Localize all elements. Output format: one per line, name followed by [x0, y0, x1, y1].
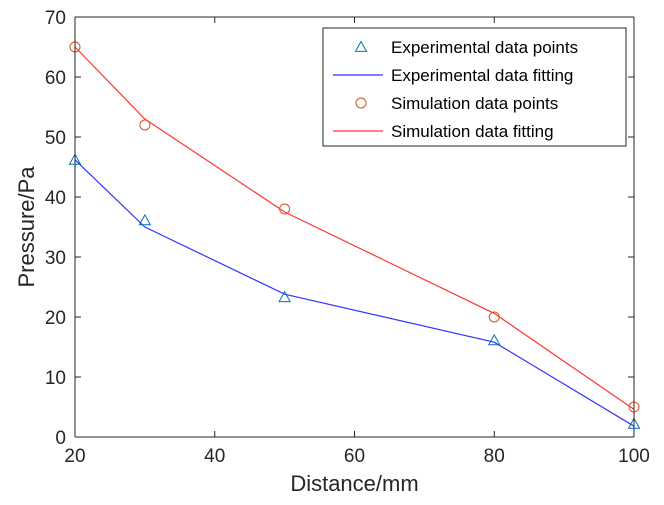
x-tick-label: 60: [344, 446, 365, 467]
legend-box: [322, 27, 627, 147]
simulation-data-point: [279, 203, 291, 215]
legend-label: Experimental data points: [391, 38, 578, 57]
legend-marker: [354, 40, 368, 52]
experimental-data-point: [138, 213, 152, 226]
y-tick-label: 50: [45, 128, 66, 149]
y-tick-label: 0: [55, 428, 66, 449]
legend-label: Experimental data fitting: [391, 66, 573, 85]
y-tick-label: 30: [45, 248, 66, 269]
legend-label: Simulation data points: [391, 94, 558, 113]
simulation-data-point: [488, 311, 500, 323]
series-line: [74, 159, 635, 427]
x-tick-label: 40: [204, 446, 225, 467]
experimental-data-point: [487, 333, 501, 346]
legend-label: Simulation data fitting: [391, 122, 554, 141]
x-tick-label: 100: [618, 446, 650, 467]
x-tick-label: 80: [484, 446, 505, 467]
y-tick-label: 60: [45, 68, 66, 89]
series-line: [74, 46, 635, 410]
axes-layer: 20 40 60 80 100 0 10 20 30 40 50 60 70: [45, 8, 650, 467]
simulation-data-point: [139, 119, 151, 131]
x-tick-label: 20: [64, 446, 85, 467]
y-tick-label: 10: [45, 368, 66, 389]
experimental-data-point: [278, 290, 291, 303]
y-tick-label: 70: [45, 8, 66, 29]
x-axis-label: Distance/mm: [290, 471, 418, 496]
legend: Experimental data points Experimental dat…: [322, 27, 627, 147]
legend-marker: [355, 97, 367, 109]
y-axis-label: Pressure/Pa: [14, 166, 39, 288]
y-tick-label: 40: [45, 188, 66, 209]
y-tick-label: 20: [45, 308, 66, 329]
